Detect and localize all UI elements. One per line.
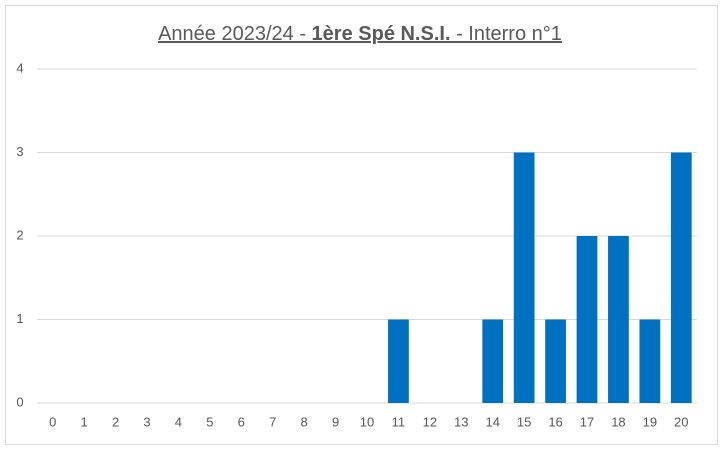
bar: [608, 236, 629, 403]
x-tick-label: 17: [580, 414, 594, 429]
title-part: - Interro n°1: [451, 23, 562, 45]
x-tick-label: 7: [269, 414, 276, 429]
bar: [545, 319, 566, 403]
title-part: Année 2023/24 -: [158, 23, 311, 45]
x-tick-label: 5: [206, 414, 213, 429]
x-tick-label: 15: [517, 414, 531, 429]
bar: [482, 319, 504, 403]
bar: [513, 152, 535, 403]
y-tick-label: 2: [16, 227, 23, 242]
x-tick-label: 18: [611, 414, 625, 429]
x-tick-label: 0: [49, 414, 56, 429]
x-tick-label: 4: [175, 414, 182, 429]
bar: [576, 236, 598, 403]
bar: [670, 152, 692, 403]
x-tick-label: 1: [81, 414, 88, 429]
x-tick-label: 6: [238, 414, 245, 429]
x-tick-label: 9: [332, 414, 339, 429]
y-tick-label: 4: [16, 60, 23, 75]
x-tick-label: 8: [301, 414, 308, 429]
x-tick-label: 11: [392, 414, 406, 429]
title-part: 1ère Spé N.S.I.: [312, 23, 451, 45]
bar: [388, 319, 409, 403]
y-tick-label: 0: [16, 394, 23, 409]
y-tick-label: 1: [16, 311, 23, 326]
x-tick-label: 19: [643, 414, 657, 429]
bar: [639, 319, 661, 403]
chart-border: [5, 5, 718, 445]
x-tick-label: 3: [143, 414, 150, 429]
y-tick-label: 3: [16, 144, 23, 159]
x-tick-label: 20: [674, 414, 688, 429]
x-tick-label: 14: [485, 414, 499, 429]
x-tick-label: 16: [548, 414, 562, 429]
x-tick-label: 13: [454, 414, 468, 429]
x-tick-label: 10: [360, 414, 374, 429]
x-tick-label: 2: [112, 414, 119, 429]
x-tick-label: 12: [423, 414, 437, 429]
chart-title: Année 2023/24 - 1ère Spé N.S.I. - Interr…: [158, 23, 562, 45]
